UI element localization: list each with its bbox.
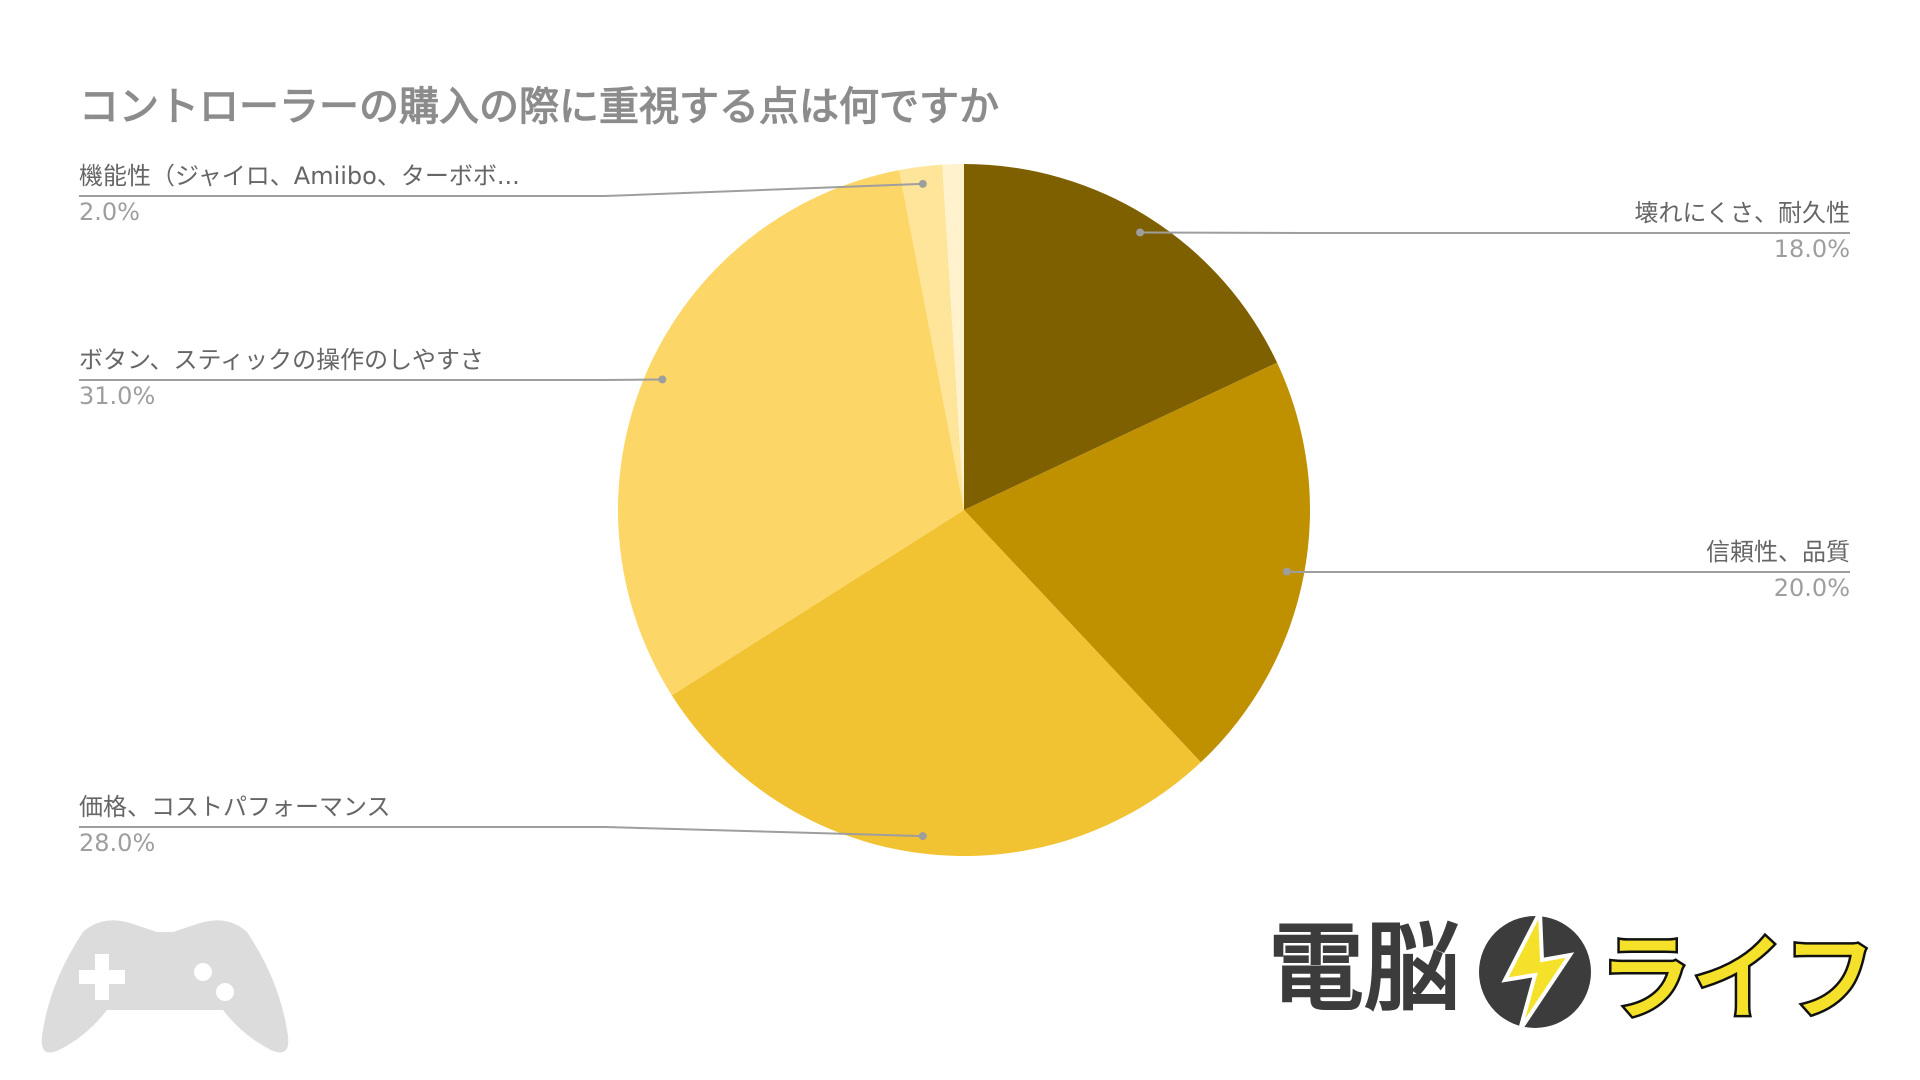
gamepad-body <box>41 920 289 1053</box>
leader-dot <box>1282 567 1291 576</box>
slice-label: 壊れにくさ、耐久性 <box>1634 199 1850 227</box>
slice-value-label: 31.0% <box>79 382 155 410</box>
logo-text: 電脳 <box>1268 912 1460 1024</box>
leader-line <box>79 182 923 197</box>
slice-value-label: 18.0% <box>1774 235 1850 263</box>
leader-line <box>79 378 663 381</box>
pie-slice <box>942 164 964 510</box>
slice-label: 価格、コストパフォーマンス <box>79 793 391 821</box>
slice-value-label: 28.0% <box>79 829 155 857</box>
pie <box>618 164 1310 856</box>
logo-bolt <box>1501 904 1575 1032</box>
slice-label: 信頼性、品質 <box>1706 538 1850 566</box>
leader-dot <box>658 375 667 384</box>
pie-slice <box>899 164 964 511</box>
leader-line <box>1140 231 1850 234</box>
pie-slice <box>964 362 1310 763</box>
button <box>216 983 234 1001</box>
leader-dot <box>918 832 927 841</box>
chart-title: コントローラーの購入の際に重視する点は何ですか <box>79 84 999 130</box>
leader-dot <box>1136 228 1145 237</box>
slice-value-label: 20.0% <box>1774 574 1850 602</box>
slice-label: 機能性（ジャイロ、Amiibo、ターボボ... <box>79 162 520 190</box>
pie-slice <box>964 164 1278 510</box>
gamepad-icon <box>41 920 289 1053</box>
pie-slice <box>618 170 964 696</box>
logo: 電脳 ライフ <box>1268 904 1879 1035</box>
pie-slice <box>671 510 1201 856</box>
logo-text: ライフ <box>1600 925 1876 1032</box>
leader-line <box>79 826 923 838</box>
leader-dot <box>918 179 927 188</box>
slice-label: ボタン、スティックの操作のしやすさ <box>79 346 484 374</box>
dpad <box>95 954 109 1000</box>
button <box>194 963 212 981</box>
slice-value-label: 2.0% <box>79 198 140 226</box>
